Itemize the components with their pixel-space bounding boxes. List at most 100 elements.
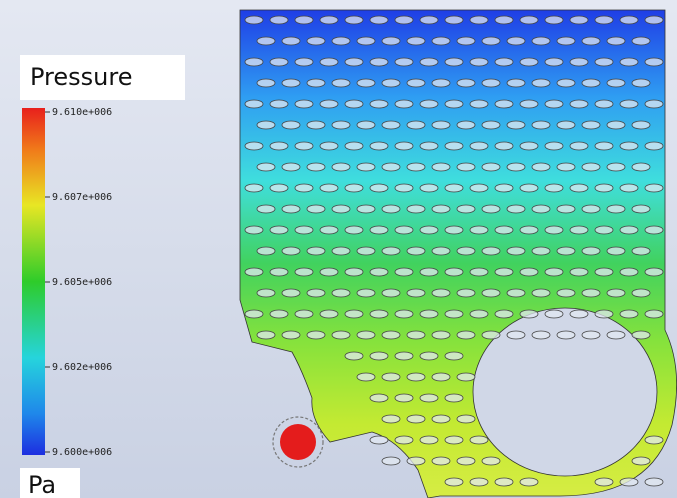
hole (582, 205, 600, 213)
hole (382, 79, 400, 87)
hole (495, 226, 513, 234)
hole (382, 37, 400, 45)
hole (482, 457, 500, 465)
hole (545, 100, 563, 108)
hole (645, 478, 663, 486)
hole (445, 58, 463, 66)
hole (570, 268, 588, 276)
hole (332, 205, 350, 213)
hole (545, 58, 563, 66)
hole (495, 58, 513, 66)
hole (407, 205, 425, 213)
hole (295, 58, 313, 66)
hole (370, 16, 388, 24)
hole (282, 205, 300, 213)
hole (382, 163, 400, 171)
hole (457, 163, 475, 171)
hole (470, 142, 488, 150)
hole (420, 352, 438, 360)
hole (407, 289, 425, 297)
hole (620, 478, 638, 486)
hole (507, 79, 525, 87)
hole (607, 289, 625, 297)
hole (645, 310, 663, 318)
hole (407, 247, 425, 255)
hole (482, 331, 500, 339)
hole (370, 436, 388, 444)
hole (557, 289, 575, 297)
hole (345, 226, 363, 234)
hole (445, 16, 463, 24)
hole (395, 58, 413, 66)
hole (595, 184, 613, 192)
hole (345, 142, 363, 150)
hole (470, 436, 488, 444)
hole (445, 478, 463, 486)
hole (595, 310, 613, 318)
hole (507, 121, 525, 129)
hole (620, 310, 638, 318)
hole (645, 268, 663, 276)
hole (382, 457, 400, 465)
hole (557, 121, 575, 129)
hole (407, 457, 425, 465)
hole (320, 184, 338, 192)
hole (432, 457, 450, 465)
hole (357, 289, 375, 297)
legend-title: Pressure (30, 63, 132, 91)
hole (507, 163, 525, 171)
legend-unit: Pa (28, 471, 56, 498)
hole (420, 394, 438, 402)
hole (607, 163, 625, 171)
hole (632, 79, 650, 87)
hole (507, 205, 525, 213)
hole (470, 16, 488, 24)
hole (395, 184, 413, 192)
hole (257, 37, 275, 45)
hole (620, 16, 638, 24)
hole (620, 226, 638, 234)
hole (457, 373, 475, 381)
hole (332, 289, 350, 297)
hole (332, 247, 350, 255)
hole (282, 163, 300, 171)
hole (245, 100, 263, 108)
hole (395, 100, 413, 108)
hole (432, 163, 450, 171)
hole (295, 226, 313, 234)
hole (445, 100, 463, 108)
hole (570, 58, 588, 66)
hole (507, 247, 525, 255)
hole (370, 268, 388, 276)
hole (607, 205, 625, 213)
hole (495, 184, 513, 192)
hole (420, 184, 438, 192)
hole (245, 310, 263, 318)
hole (270, 142, 288, 150)
hole (520, 478, 538, 486)
hole (607, 37, 625, 45)
hole (420, 142, 438, 150)
colorbar (22, 108, 45, 455)
hole (282, 79, 300, 87)
hole (370, 226, 388, 234)
hole (457, 37, 475, 45)
hole (482, 163, 500, 171)
hole (282, 37, 300, 45)
hole (407, 331, 425, 339)
hole (332, 331, 350, 339)
hole (632, 163, 650, 171)
hole (620, 268, 638, 276)
hole (245, 268, 263, 276)
hole (457, 289, 475, 297)
hole (295, 268, 313, 276)
hole (470, 226, 488, 234)
hole (420, 58, 438, 66)
hole (632, 205, 650, 213)
hole (370, 310, 388, 318)
hole (370, 100, 388, 108)
hole (570, 226, 588, 234)
hole (582, 289, 600, 297)
hole (382, 289, 400, 297)
hole (257, 247, 275, 255)
